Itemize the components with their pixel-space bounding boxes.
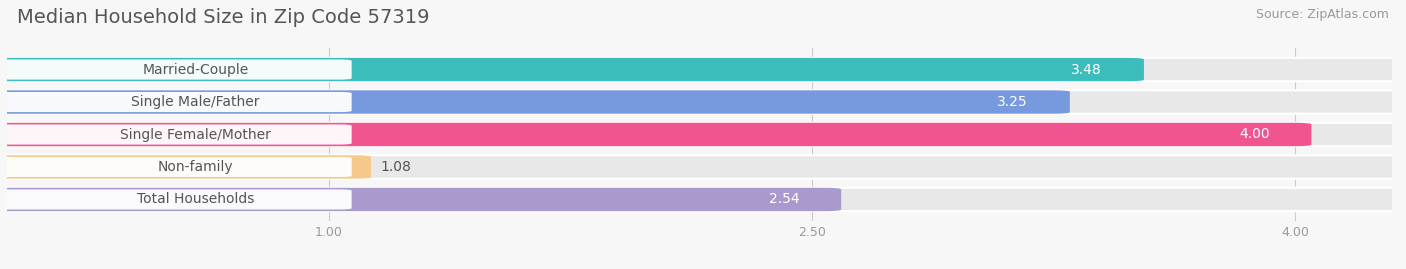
Text: Married-Couple: Married-Couple: [142, 62, 249, 77]
FancyBboxPatch shape: [0, 155, 371, 179]
FancyBboxPatch shape: [0, 125, 352, 144]
FancyBboxPatch shape: [0, 58, 1406, 81]
FancyBboxPatch shape: [0, 123, 1406, 146]
FancyBboxPatch shape: [0, 90, 1406, 114]
Text: 4.00: 4.00: [1239, 128, 1270, 141]
Text: Single Female/Mother: Single Female/Mother: [120, 128, 271, 141]
Text: 3.48: 3.48: [1071, 62, 1102, 77]
Text: Non-family: Non-family: [157, 160, 233, 174]
Text: Source: ZipAtlas.com: Source: ZipAtlas.com: [1256, 8, 1389, 21]
Text: 3.25: 3.25: [997, 95, 1028, 109]
Text: Total Households: Total Households: [136, 192, 254, 207]
Text: 2.54: 2.54: [769, 192, 800, 207]
FancyBboxPatch shape: [0, 58, 1144, 81]
FancyBboxPatch shape: [0, 123, 1312, 146]
FancyBboxPatch shape: [0, 188, 1406, 211]
Text: Median Household Size in Zip Code 57319: Median Household Size in Zip Code 57319: [17, 8, 429, 27]
FancyBboxPatch shape: [0, 92, 352, 112]
Text: Single Male/Father: Single Male/Father: [131, 95, 260, 109]
FancyBboxPatch shape: [0, 157, 352, 177]
FancyBboxPatch shape: [0, 90, 1070, 114]
FancyBboxPatch shape: [0, 155, 1406, 179]
FancyBboxPatch shape: [0, 188, 841, 211]
FancyBboxPatch shape: [0, 59, 352, 80]
Text: 1.08: 1.08: [381, 160, 412, 174]
FancyBboxPatch shape: [0, 189, 352, 210]
